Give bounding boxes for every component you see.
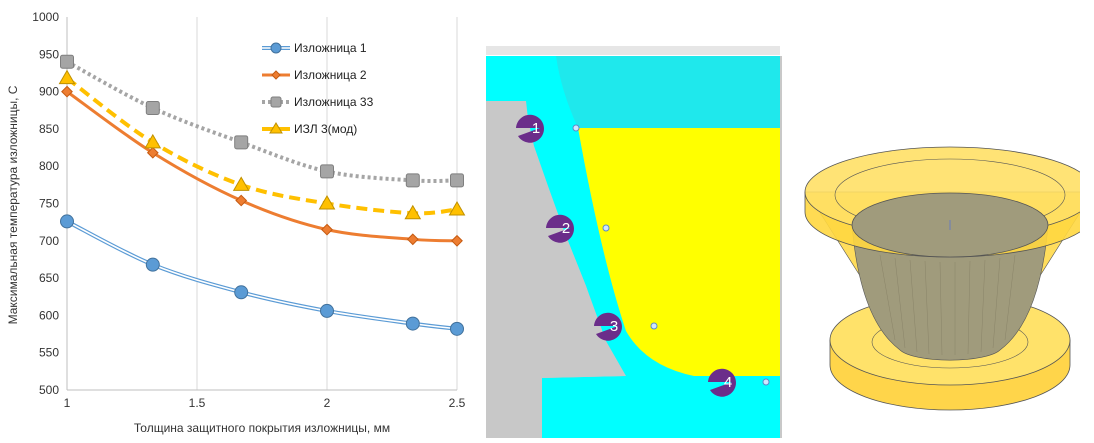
data-point [144,133,162,149]
data-point [235,194,248,207]
section-top-strip-gray [486,46,780,55]
legend-label: Изложница 2 [294,68,367,82]
legend-label: Изложница 1 [294,41,367,55]
data-point [450,321,464,336]
legend-label: Изложница 33 [294,95,374,109]
point-marker-1: 1 [516,114,580,143]
y-tick-label: 750 [39,197,59,211]
data-point [234,285,249,300]
series-2 [61,85,463,247]
series-1 [60,214,464,336]
point-label-1: 1 [532,120,540,137]
data-point [448,200,466,216]
series-3 [60,54,464,188]
point-marker-4: 4 [708,368,770,397]
y-tick-label: 550 [39,346,59,360]
point-marker-3: 3 [594,312,658,341]
mold-3d-model-image [800,120,1094,420]
x-tick-label: 2 [324,396,331,410]
x-tick-label: 1.5 [189,396,206,410]
legend-label: ИЗЛ 3(мод) [294,122,357,136]
legend-item-4: ИЗЛ 3(мод) [262,122,357,136]
y-axis-label: Максимальная температура изложницы, С [6,85,20,324]
x-axis-label: Толщина защитного покрытия изложницы, мм [134,421,390,435]
mold-lower-block [542,378,780,430]
legend-item-3: Изложница 33 [262,95,374,109]
y-tick-label: 850 [39,122,59,136]
y-tick-label: 950 [39,47,59,61]
data-point [321,223,333,236]
legend: Изложница 1 Изложница 2 Изложница 33 ИЗЛ 3(… [262,41,374,136]
data-point [145,101,160,116]
y-tick-label: 700 [39,234,59,248]
chart-svg: 1 1.5 2 2.5 500 550 600 650 700 750 800 850 900 950 10… [6,10,466,435]
cross-section-image: 1 2 3 4 [486,46,782,438]
mold-top-shade [556,56,780,128]
point-label-3: 3 [610,318,618,335]
y-tick-label: 900 [39,85,59,99]
casting-hatching [879,254,1016,356]
data-point [320,164,334,179]
data-point [58,69,76,85]
data-point [406,233,419,246]
y-tick-label: 500 [39,383,59,397]
data-point [271,70,281,80]
point-label-2: 2 [562,220,570,237]
point-label-4: 4 [724,374,732,391]
series-line [66,90,458,243]
data-point [234,135,249,150]
y-tick-label: 650 [39,271,59,285]
grid-layer [66,17,458,390]
y-tick-label: 600 [39,308,59,322]
legend-item-1: Изложница 1 [262,41,367,55]
data-point [451,234,463,247]
data-point [270,42,282,54]
data-point [404,204,422,220]
casting-body [851,224,1049,361]
data-point [60,54,74,69]
data-point [270,96,282,108]
casting-region [578,128,780,376]
section-gray-area [486,101,624,438]
data-point [405,316,420,331]
y-tick-label: 800 [39,159,59,173]
series-4 [58,69,466,220]
point-marker-2: 2 [546,214,610,243]
mold-3d-svg [804,146,1094,411]
data-point [318,194,336,210]
cross-section-svg: 1 2 3 4 [486,46,782,438]
axes-layer: 1 1.5 2 2.5 500 550 600 650 700 750 800 850 900 950 10… [32,10,465,410]
y-tick-label: 1000 [32,10,59,24]
series-layer [58,54,466,336]
data-point [320,303,334,318]
data-point [146,146,159,159]
data-point [450,173,464,188]
series-line [66,59,458,184]
data-point [269,122,283,134]
series-line [65,76,458,216]
x-tick-label: 2.5 [449,396,466,410]
legend-item-2: Изложница 2 [262,68,367,82]
data-point [60,214,74,229]
data-point [232,176,250,191]
data-point [405,173,420,188]
temperature-chart: 1 1.5 2 2.5 500 550 600 650 700 750 800 850 900 950 10… [0,0,470,438]
data-point [145,257,160,272]
data-point [61,85,73,98]
x-tick-label: 1 [64,396,71,410]
